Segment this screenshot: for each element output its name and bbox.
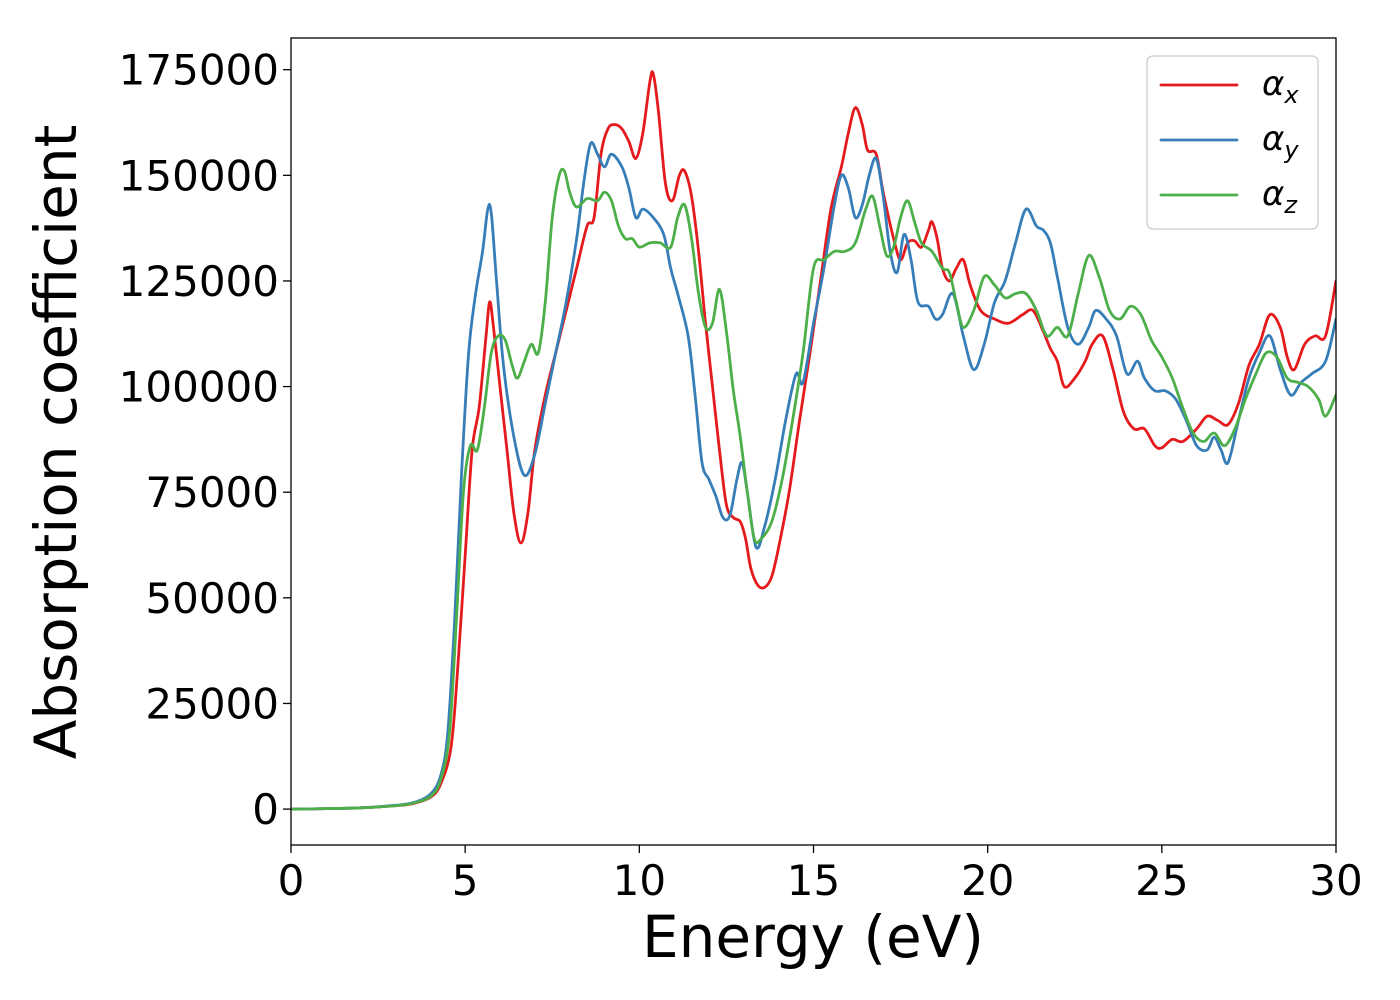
- y-tick-label: 75000: [145, 468, 279, 517]
- legend: αx αy αz: [1146, 55, 1319, 230]
- y-axis-title: Absorption coefficient: [22, 125, 90, 760]
- legend-label: αy: [1262, 119, 1299, 164]
- x-tick-label: 15: [787, 856, 840, 905]
- y-tick-label: 125000: [119, 257, 279, 306]
- legend-item-y: αy: [1159, 119, 1299, 164]
- x-tick-label: 25: [1135, 856, 1188, 905]
- y-tick-label: 150000: [119, 151, 279, 200]
- series-layer: [291, 70, 1336, 811]
- legend-box: [1146, 55, 1319, 230]
- legend-label: αx: [1262, 64, 1299, 109]
- legend-item-z: αz: [1159, 174, 1298, 219]
- series-line-y: [291, 141, 1336, 811]
- x-tick-label: 10: [613, 856, 666, 905]
- y-tick-label: 25000: [145, 679, 279, 728]
- y-tick-label: 50000: [145, 574, 279, 623]
- x-axis-title: Energy (eV): [642, 903, 984, 971]
- legend-item-x: αx: [1159, 64, 1299, 109]
- x-tick-label: 30: [1309, 856, 1362, 905]
- series-line-z: [291, 167, 1336, 811]
- y-tick-label: 175000: [119, 46, 279, 95]
- x-tick-label: 5: [452, 856, 479, 905]
- y-tick-label: 0: [252, 785, 279, 834]
- x-tick-label: 0: [278, 856, 305, 905]
- axes-layer: 0 5 10 15 20 25 30 0 25000 50000 75000 100000 125000…: [119, 37, 1363, 905]
- plot-area: [291, 70, 1336, 811]
- x-tick-label: 20: [961, 856, 1014, 905]
- y-tick-label: 100000: [119, 363, 279, 412]
- legend-label: αz: [1262, 174, 1298, 219]
